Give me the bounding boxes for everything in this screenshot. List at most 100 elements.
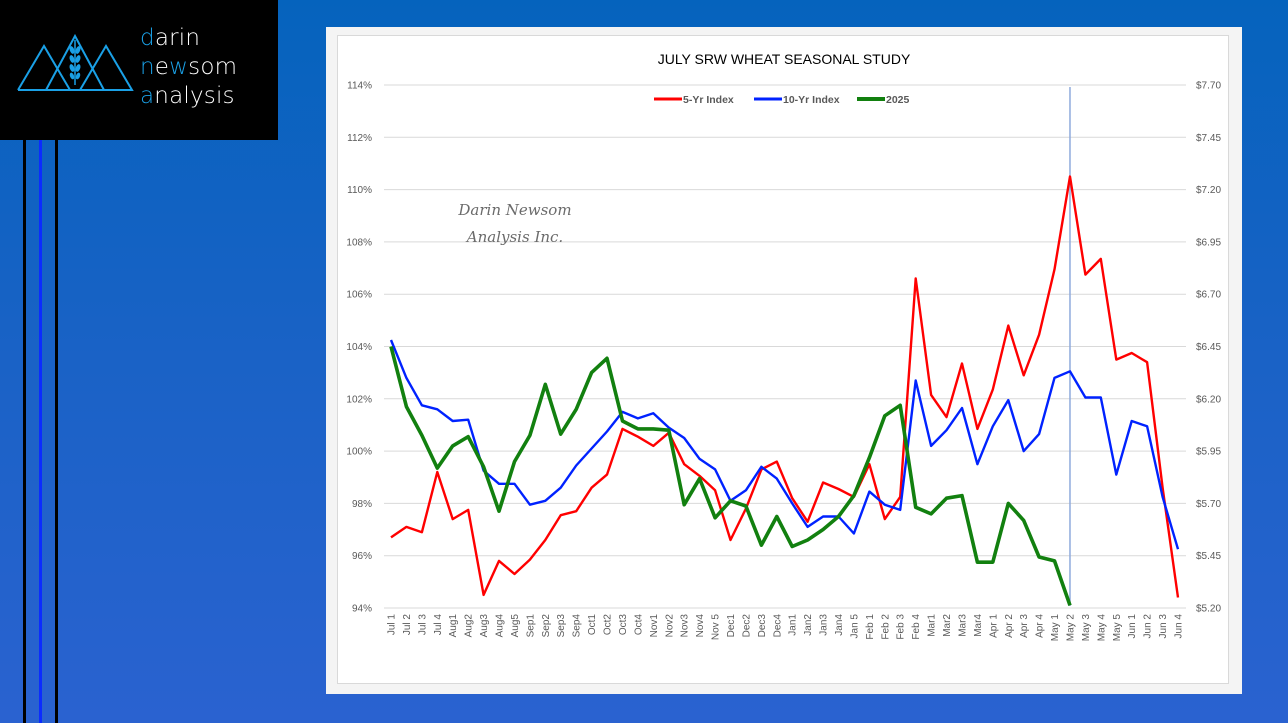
y-tick-label-right: $5.95: [1196, 447, 1221, 458]
x-tick-label: Oct2: [603, 614, 614, 636]
chart-title: JULY SRW WHEAT SEASONAL STUDY: [658, 51, 911, 67]
x-tick-label: Jan3: [819, 614, 830, 636]
y-tick-label-right: $7.20: [1196, 185, 1221, 196]
x-tick-label: May 5: [1112, 614, 1123, 642]
x-tick-label: Jun 1: [1127, 614, 1138, 639]
x-tick-label: Jul 1: [387, 614, 398, 636]
x-tick-label: Jun 3: [1158, 614, 1169, 639]
x-tick-label: May 4: [1096, 614, 1107, 642]
x-tick-label: Oct1: [587, 614, 598, 636]
x-tick-label: Jan2: [803, 614, 814, 636]
x-tick-label: Jun 4: [1174, 614, 1185, 639]
brand-logo: darin newsom analysis: [0, 0, 278, 140]
decorative-bar-black-right: [55, 140, 58, 723]
x-tick-label: Nov2: [664, 614, 675, 638]
x-tick-label: Nov1: [649, 614, 660, 638]
chart-panel: [326, 27, 1242, 694]
y-tick-label-left: 106%: [346, 290, 372, 301]
y-tick-label-right: $7.45: [1196, 133, 1221, 144]
x-tick-label: Apr 4: [1035, 614, 1046, 638]
x-tick-label: May 2: [1065, 614, 1076, 642]
x-tick-label: Mar1: [927, 614, 938, 637]
watermark-line-1: Darin Newsom: [457, 201, 571, 219]
x-tick-label: Jul 4: [433, 614, 444, 636]
x-tick-label: Feb 2: [880, 614, 891, 640]
x-tick-label: Aug3: [479, 614, 490, 638]
x-tick-label: Dec3: [757, 614, 768, 638]
brand-accent-letter: a: [140, 83, 155, 109]
brand-text: nalysis: [154, 83, 235, 109]
x-tick-label: Sep1: [525, 614, 536, 638]
x-tick-label: Mar3: [957, 614, 968, 637]
x-tick-label: Oct3: [618, 614, 629, 636]
brand-name: darin newsom analysis: [140, 24, 237, 111]
y-tick-label-right: $5.45: [1196, 551, 1221, 562]
x-tick-label: Dec1: [726, 614, 737, 638]
x-tick-label: Aug1: [448, 614, 459, 638]
y-tick-label-left: 98%: [352, 499, 372, 510]
y-tick-label-right: $7.70: [1196, 81, 1221, 92]
y-tick-label-right: $6.95: [1196, 237, 1221, 248]
y-tick-label-left: 110%: [347, 185, 372, 196]
y-tick-label-left: 108%: [346, 237, 372, 248]
y-tick-label-left: 114%: [347, 81, 372, 92]
x-tick-label: Jul 2: [402, 614, 413, 636]
x-tick-label: May 1: [1050, 614, 1061, 642]
legend-label: 5-Yr Index: [683, 94, 734, 106]
brand-line-2: newsom: [140, 53, 237, 82]
y-tick-label-left: 94%: [352, 604, 372, 615]
x-tick-label: Sep4: [572, 614, 583, 638]
brand-text: e: [154, 54, 170, 80]
watermark-line-2: Analysis Inc.: [465, 228, 563, 246]
x-tick-label: Jan1: [788, 614, 799, 636]
brand-text: arin: [154, 25, 201, 51]
y-tick-label-left: 104%: [346, 342, 372, 353]
x-tick-label: Aug5: [510, 614, 521, 638]
x-tick-label: Nov3: [680, 614, 691, 638]
x-tick-label: Mar2: [942, 614, 953, 637]
brand-accent-letter: w: [169, 54, 189, 80]
x-tick-label: Aug2: [464, 614, 475, 638]
y-tick-label-right: $6.45: [1196, 342, 1221, 353]
brand-accent-letter: n: [140, 54, 155, 80]
legend-label: 10-Yr Index: [783, 94, 840, 106]
x-tick-label: Jun 2: [1143, 614, 1154, 639]
x-tick-label: Nov 5: [711, 614, 722, 641]
x-tick-label: Feb 3: [896, 614, 907, 640]
legend-label: 2025: [886, 94, 910, 106]
x-tick-label: Feb 1: [865, 614, 876, 640]
brand-accent-letter: d: [140, 25, 155, 51]
x-tick-label: Apr 2: [1004, 614, 1015, 638]
series-line-2025: [389, 346, 1072, 606]
brand-line-3: analysis: [140, 82, 237, 111]
y-tick-label-left: 102%: [346, 394, 372, 405]
y-tick-label-right: $5.70: [1196, 499, 1221, 510]
x-tick-label: Jan 5: [849, 614, 860, 639]
decorative-bar-blue: [39, 140, 42, 723]
x-tick-label: Jan4: [834, 614, 845, 636]
y-tick-label-right: $6.20: [1196, 394, 1221, 405]
decorative-bar-black-left: [23, 140, 26, 723]
x-tick-label: Mar4: [973, 614, 984, 637]
x-tick-label: Apr 3: [1019, 614, 1030, 638]
y-tick-label-left: 112%: [347, 133, 372, 144]
x-tick-label: Dec2: [741, 614, 752, 638]
series-line-5-yr-index: [390, 175, 1180, 598]
mountains-wheat-icon: [17, 33, 134, 91]
brand-line-1: darin: [140, 24, 237, 53]
x-tick-label: Sep3: [556, 614, 567, 638]
x-tick-label: May 3: [1081, 614, 1092, 642]
x-tick-label: Sep2: [541, 614, 552, 638]
chart-frame: [337, 35, 1229, 684]
y-tick-label-left: 96%: [352, 551, 372, 562]
x-tick-label: Jul 3: [417, 614, 428, 636]
x-tick-label: Aug4: [495, 614, 506, 638]
x-tick-label: Apr 1: [988, 614, 999, 638]
y-tick-label-right: $5.20: [1196, 604, 1221, 615]
y-tick-label-left: 100%: [346, 447, 372, 458]
brand-text: som: [188, 54, 238, 80]
x-tick-label: Oct4: [633, 614, 644, 636]
y-tick-label-right: $6.70: [1196, 290, 1221, 301]
x-tick-label: Nov4: [695, 614, 706, 638]
